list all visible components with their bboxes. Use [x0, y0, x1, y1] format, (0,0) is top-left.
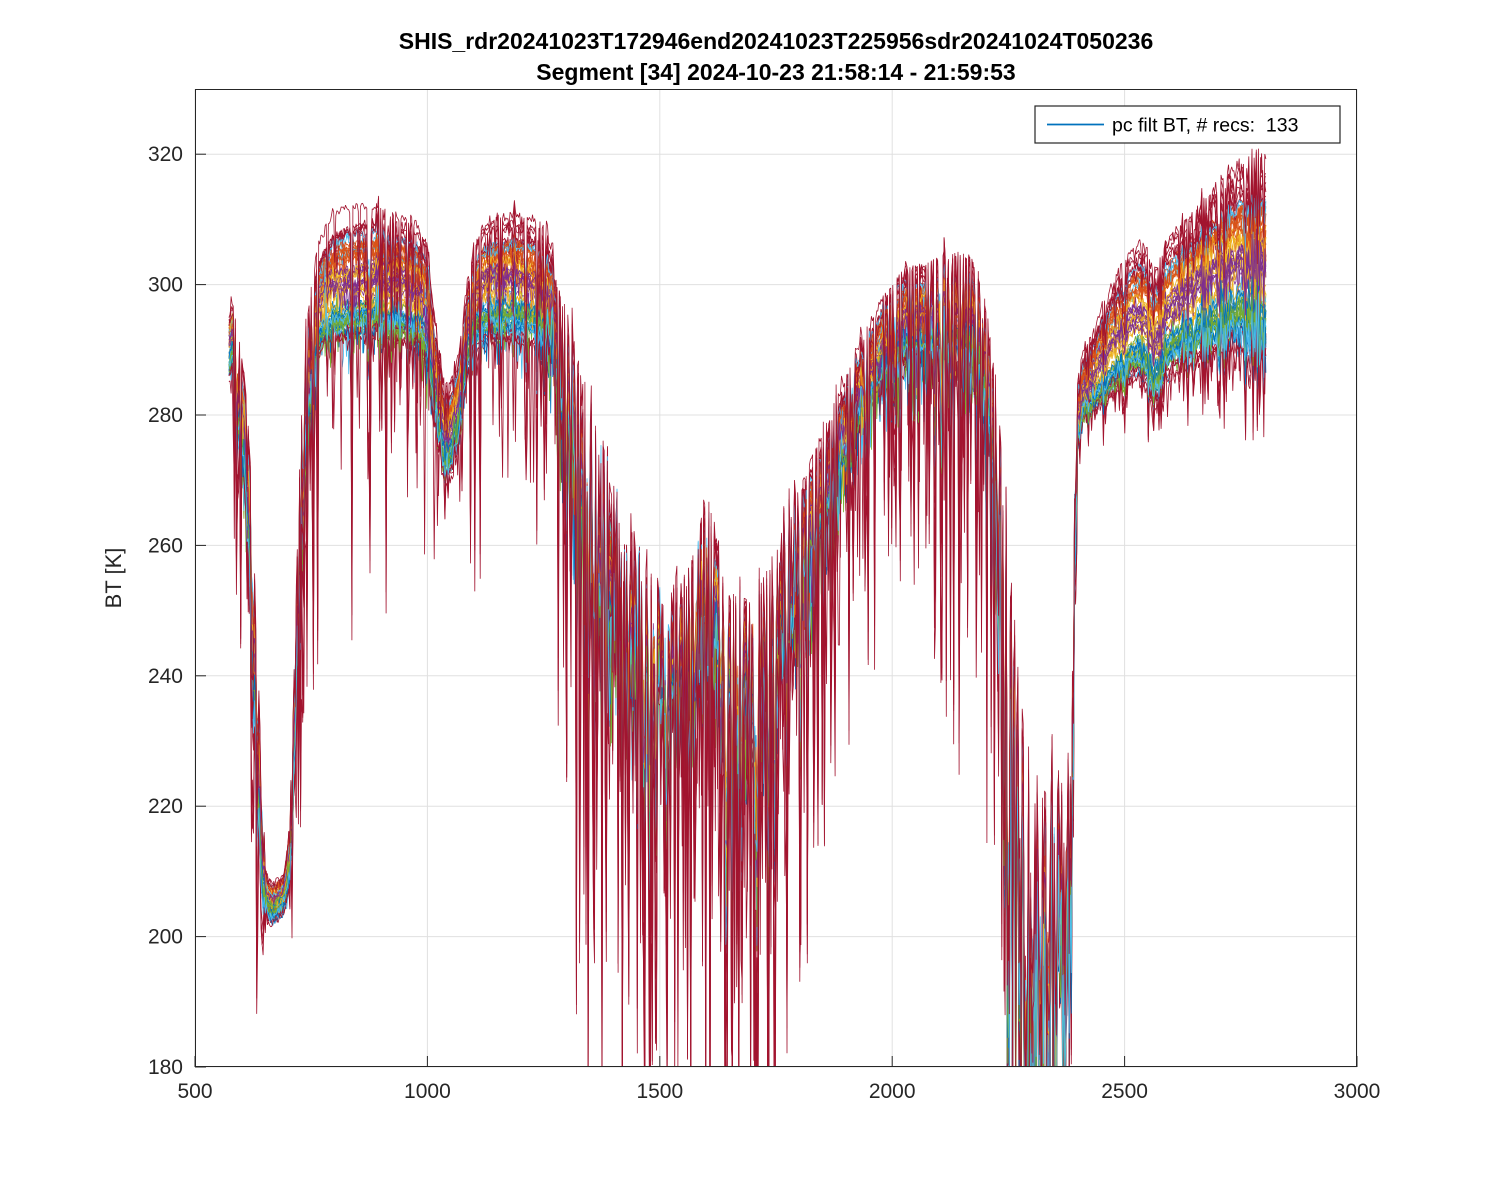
y-tick-label: 240 — [148, 665, 183, 688]
figure-title: SHIS_rdr20241023T172946end20241023T22595… — [399, 28, 1154, 54]
spectrum-line — [228, 187, 1267, 1067]
y-tick-label: 300 — [148, 274, 183, 297]
spectrum-line — [228, 301, 1267, 1067]
y-tick-labels: 180 200 220 240 260 280 300 320 — [148, 143, 183, 1079]
y-tick-label: 320 — [148, 143, 183, 166]
figure-subtitle: Segment [34] 2024-10-23 21:58:14 - 21:59… — [536, 59, 1015, 85]
legend-label: pc filt BT, # recs: 133 — [1112, 115, 1298, 137]
x-tick-label: 3000 — [1334, 1080, 1381, 1103]
legend: pc filt BT, # recs: 133 — [1034, 105, 1341, 144]
y-tick-label: 180 — [148, 1056, 183, 1079]
x-tick-label: 500 — [177, 1080, 212, 1103]
x-tick-labels: 500 1000 1500 2000 2500 3000 — [177, 1080, 1380, 1103]
x-tick-label: 2500 — [1101, 1080, 1148, 1103]
x-tick-label: 1500 — [636, 1080, 683, 1103]
x-tick-label: 2000 — [869, 1080, 916, 1103]
y-tick-label: 220 — [148, 795, 183, 818]
y-axis-label: BT [K] — [101, 548, 126, 609]
spectrum-line — [228, 148, 1267, 1067]
axis-ticks — [194, 153, 1358, 1068]
y-tick-label: 260 — [148, 534, 183, 557]
y-tick-label: 200 — [148, 926, 183, 949]
y-tick-label: 280 — [148, 404, 183, 427]
spectra-series — [228, 148, 1267, 1067]
x-tick-label: 1000 — [404, 1080, 451, 1103]
axes-box — [195, 89, 1357, 1067]
